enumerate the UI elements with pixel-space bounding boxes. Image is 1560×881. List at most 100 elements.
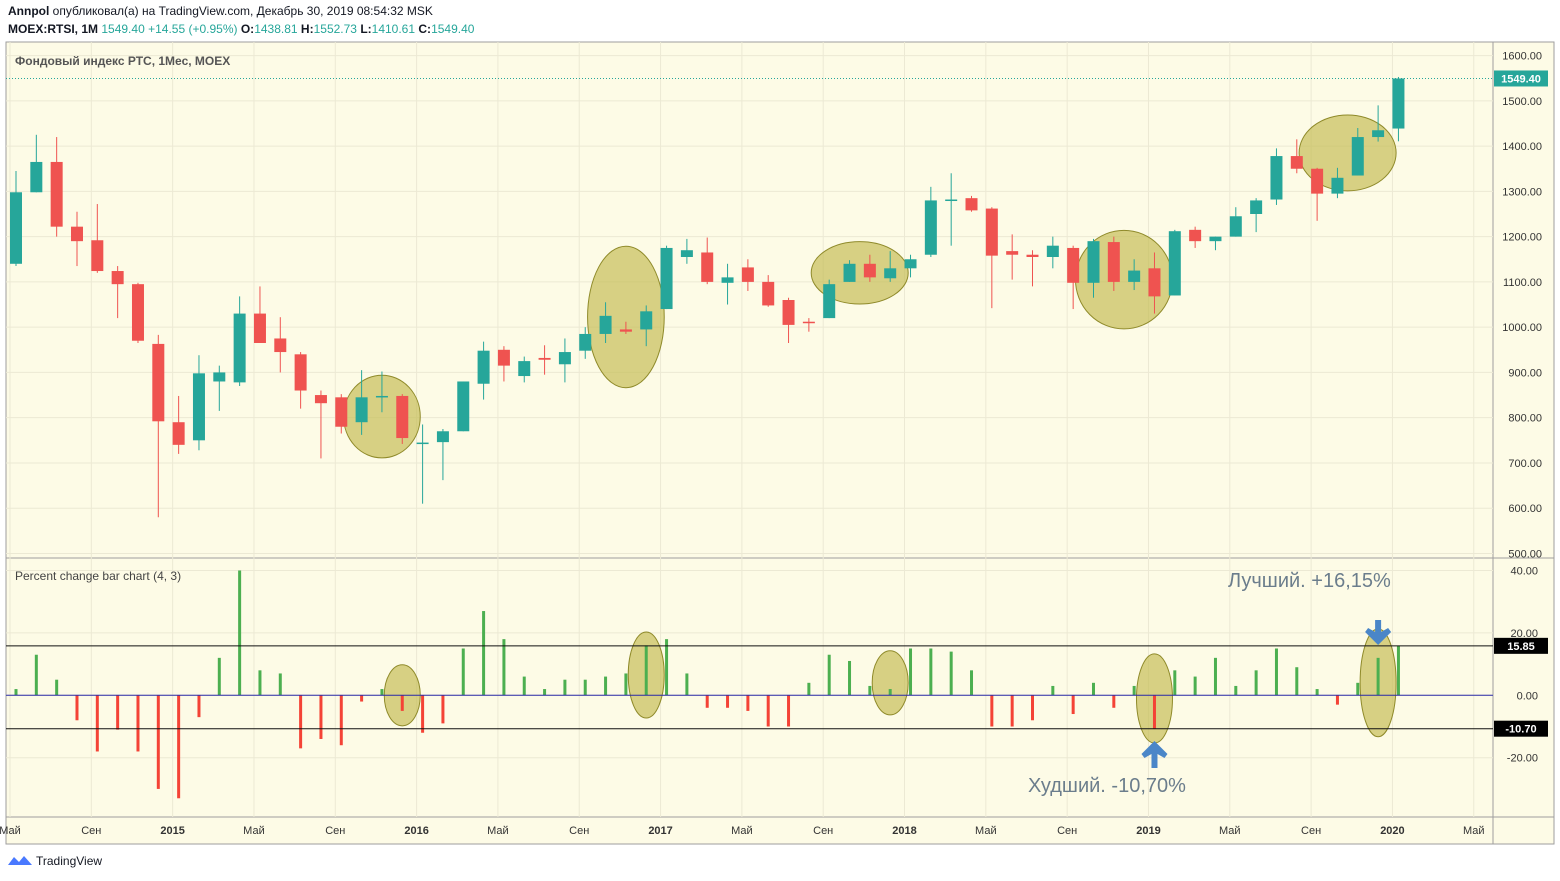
price-tick-label: 1200.00 (1502, 232, 1542, 244)
percent-bar (1254, 670, 1258, 696)
candle-body (904, 259, 917, 269)
candle-body (1128, 270, 1141, 282)
price-change: +14.55 (+0.95%) (148, 22, 238, 36)
percent-bar (461, 648, 465, 696)
candle-body (1107, 242, 1120, 282)
price-axis[interactable]: 500.00 600.00 700.00 800.00 900.00 1000.00 110… (1502, 51, 1542, 561)
percent-bar (990, 695, 994, 727)
percent-bar (441, 695, 445, 724)
candle-body (619, 329, 632, 332)
candle-body (172, 422, 185, 445)
candle-body (477, 350, 490, 384)
candle-body (335, 397, 348, 427)
candle-body (111, 271, 124, 285)
candle-body (192, 373, 205, 441)
percent-bar (665, 639, 669, 696)
price-tick-label: 1000.00 (1502, 322, 1542, 334)
indicator-axis[interactable]: -20.00 0.00 20.00 40.00 (1507, 565, 1538, 764)
percent-bar (217, 657, 221, 696)
percent-bar (1213, 657, 1217, 696)
candle-body (823, 284, 836, 319)
author-name[interactable]: Annpol (8, 4, 50, 18)
percent-bar (888, 689, 892, 696)
percent-bar (848, 660, 852, 696)
candle-body (50, 161, 63, 227)
highlight-ellipse-2016 (587, 245, 665, 389)
time-tick-label: Сен (1057, 825, 1077, 837)
candle-body (680, 250, 693, 257)
candle-body (1067, 247, 1080, 283)
time-tick-label: 2020 (1380, 825, 1404, 837)
candle-body (1046, 245, 1059, 257)
candle-body (436, 431, 449, 443)
candle-body (30, 161, 43, 193)
price-tick-label: 1600.00 (1502, 51, 1542, 63)
percent-bar (1071, 695, 1075, 715)
low-label: L: (360, 22, 372, 36)
candle-body (518, 361, 531, 377)
percent-bar (583, 679, 587, 696)
time-tick-label: Май (243, 825, 265, 837)
branding-footer: TradingView (8, 854, 102, 868)
candle-body (538, 357, 551, 360)
percent-bars (14, 570, 1400, 799)
percent-bar (949, 651, 953, 696)
candle-body (497, 349, 510, 366)
candle-body (152, 343, 165, 422)
candle-body (843, 263, 856, 282)
indicator-tick-label: -20.00 (1507, 753, 1538, 765)
time-tick-label: Сен (813, 825, 833, 837)
threshold-tag-label: -10.70 (1505, 724, 1536, 736)
percent-bar (929, 648, 933, 696)
percent-bar (360, 695, 364, 702)
candle-body (1351, 137, 1364, 176)
candle-body (1168, 231, 1181, 296)
percent-bar (970, 670, 974, 696)
indicator-tick-label: 20.00 (1510, 628, 1538, 640)
percent-bar (258, 670, 262, 696)
candle-body (355, 397, 368, 423)
percent-bar (75, 695, 79, 721)
ohlc-header: MOEX:RTSI, 1M 1549.40 +14.55 (+0.95%) O:… (8, 22, 474, 36)
candle-body (1006, 251, 1019, 255)
candle-body (945, 199, 958, 202)
percent-bar (1335, 695, 1339, 705)
candle-body (1189, 229, 1202, 242)
worst-annotation: Худший. -10,70% (1028, 775, 1186, 797)
candle-body (782, 300, 795, 325)
candle-body (416, 442, 429, 445)
brand-name[interactable]: TradingView (36, 854, 103, 868)
candle-body (741, 267, 754, 282)
tradingview-logo-icon[interactable] (8, 854, 32, 868)
publish-text: опубликовал(а) на TradingView.com, Декаб… (52, 4, 433, 18)
time-axis[interactable]: Май Сен 2015 Май Сен 2016 Май Сен 2017 Май Сен 2018… (0, 825, 1485, 837)
candle-body (1209, 236, 1222, 242)
percent-bar (705, 695, 709, 708)
percent-bar (400, 695, 404, 711)
percent-bar (1396, 645, 1400, 696)
candle-body (294, 354, 307, 391)
main-pane-title: Фондовый индекс РТС, 1Мес, MOEX (15, 54, 230, 68)
candle-body (1026, 254, 1039, 257)
time-tick-label: 2019 (1136, 825, 1160, 837)
candle-body (985, 208, 998, 256)
percent-bar (156, 695, 160, 789)
price-tick-label: 900.00 (1508, 367, 1542, 379)
candle-body (131, 284, 144, 341)
last-price: 1549.40 (101, 22, 145, 36)
candle-body (213, 372, 226, 382)
candle-body (375, 395, 388, 398)
indicator-tick-label: 0.00 (1517, 690, 1538, 702)
candle-series (10, 76, 1405, 518)
percent-bar (14, 689, 18, 696)
price-tick-label: 1500.00 (1502, 96, 1542, 108)
percent-bar (482, 611, 486, 696)
percent-bar (1274, 648, 1278, 696)
percent-bar (55, 679, 59, 696)
last-price-tag (1494, 70, 1548, 87)
time-tick-label: 2016 (404, 825, 428, 837)
time-tick-label: Сен (81, 825, 101, 837)
price-tick-label: 1400.00 (1502, 141, 1542, 153)
high-label: H: (300, 22, 314, 36)
